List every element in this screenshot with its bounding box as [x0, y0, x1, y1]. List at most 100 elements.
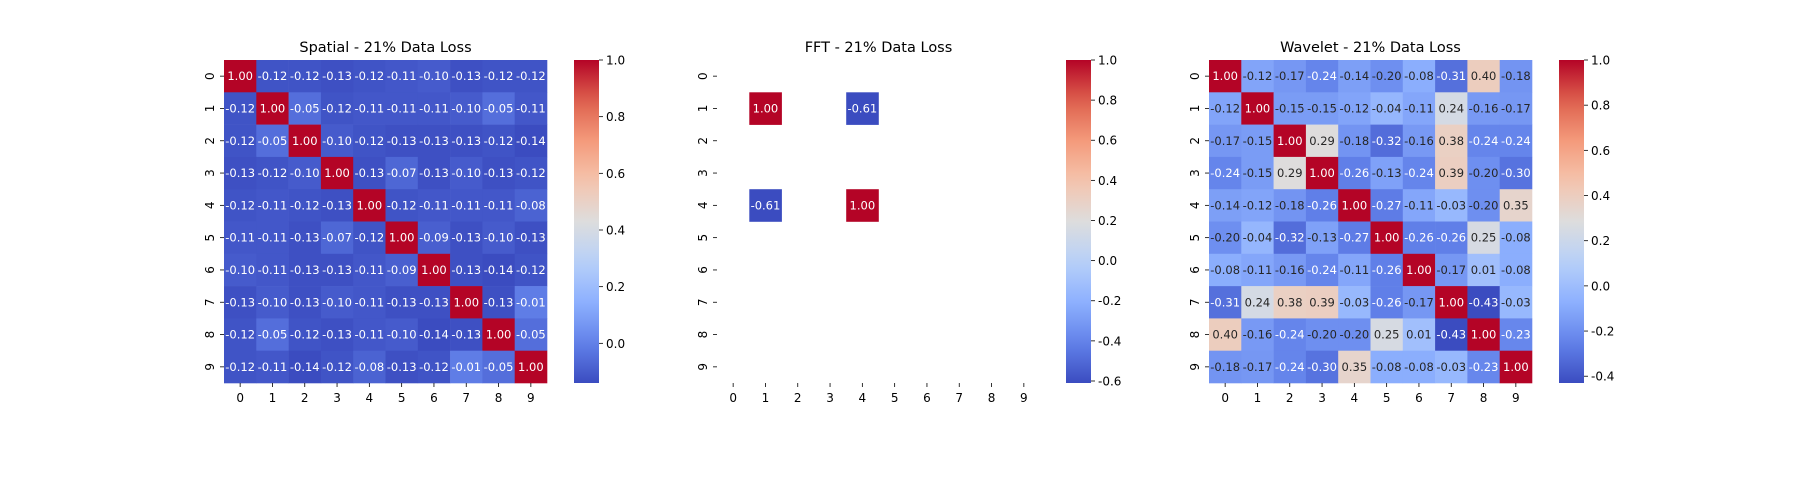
y-tick-label: 6 — [1188, 266, 1202, 274]
cell-value-label: -0.24 — [1275, 360, 1305, 374]
cell-value-label: -0.20 — [1339, 328, 1369, 342]
heatmap-cell — [385, 60, 419, 93]
cell-value-label: -0.07 — [387, 166, 417, 180]
chart-title: Wavelet - 21% Data Loss — [1280, 40, 1461, 56]
colorbar-tick-label: 0.0 — [1098, 254, 1117, 268]
cell-value-label: -0.13 — [322, 263, 352, 277]
heatmap-cell — [450, 253, 483, 287]
x-tick-label: 5 — [398, 391, 406, 405]
y-tick-label: 5 — [696, 234, 710, 242]
x-tick-label: 0 — [236, 391, 244, 405]
cell-value-label: -0.14 — [516, 134, 546, 148]
cell-value-label: -0.11 — [258, 360, 288, 374]
cell-value-label: -0.17 — [1404, 295, 1434, 309]
cell-value-label: -0.26 — [1436, 231, 1466, 245]
heatmap-cell — [1435, 156, 1468, 190]
cell-value-label: 0.39 — [1438, 166, 1464, 180]
heatmap-cell — [1273, 124, 1307, 158]
heatmap-cell — [482, 221, 515, 255]
heatmap-cell — [1273, 286, 1307, 319]
heatmap-cell — [1241, 286, 1274, 319]
colorbar-tick-label: 0.6 — [606, 167, 625, 181]
cell-value-label: 1.00 — [453, 295, 479, 309]
heatmap-cell — [1499, 350, 1533, 384]
cell-value-label: -0.61 — [847, 101, 877, 115]
y-tick-label: 3 — [1188, 169, 1202, 177]
cell-value-label: -0.12 — [225, 198, 255, 212]
heatmap-cell — [482, 189, 515, 222]
cell-value-label: -0.11 — [1243, 263, 1273, 277]
x-tick-label: 0 — [1221, 391, 1229, 405]
heatmap-cell — [385, 221, 419, 255]
heatmap-cell — [1499, 92, 1533, 125]
cell-value-label: -0.10 — [225, 263, 255, 277]
heatmap-cell — [1305, 221, 1339, 255]
cell-value-label: -0.12 — [354, 231, 384, 245]
colorbar-tick-label: -0.6 — [1098, 374, 1121, 388]
cell-value-label: -0.01 — [516, 295, 546, 309]
heatmap-cell — [1370, 286, 1404, 319]
cell-value-label: 1.00 — [850, 198, 876, 212]
cell-value-label: 1.00 — [357, 198, 383, 212]
x-tick-label: 6 — [1415, 391, 1423, 405]
colorbar-tick-label: 1.0 — [1098, 54, 1117, 68]
heatmap-cell — [1209, 350, 1242, 384]
heatmap-cell — [1209, 156, 1242, 190]
cell-value-label: -0.13 — [419, 295, 449, 309]
cell-value-label: -0.12 — [1243, 198, 1273, 212]
heatmap-cell — [353, 156, 386, 190]
cell-value-label: -0.10 — [419, 69, 449, 83]
colorbar-tick-label: 0.4 — [1098, 174, 1117, 188]
cell-value-label: -0.13 — [451, 231, 481, 245]
cell-value-label: -0.05 — [258, 328, 288, 342]
heatmap-cell — [482, 156, 515, 190]
heatmap-cell — [1209, 124, 1242, 158]
heatmap-cell — [1370, 124, 1404, 158]
heatmap-cell — [224, 156, 257, 190]
heatmap-cell — [1273, 60, 1307, 93]
heatmap-cell — [514, 286, 548, 319]
heatmap-cell — [353, 124, 386, 158]
x-tick-label: 8 — [1480, 391, 1488, 405]
cell-value-label: 1.00 — [1342, 198, 1368, 212]
cell-value-label: -0.24 — [1275, 328, 1305, 342]
cell-value-label: -0.16 — [1275, 263, 1305, 277]
heatmap-cell — [482, 318, 515, 351]
heatmap-cell — [320, 221, 354, 255]
heatmap-cell — [288, 350, 322, 384]
cell-value-label: -0.27 — [1339, 231, 1369, 245]
cell-value-label: -0.12 — [516, 263, 546, 277]
heatmap-cell — [353, 253, 386, 287]
y-tick-label: 7 — [696, 298, 710, 306]
cell-value-label: -0.15 — [1243, 166, 1273, 180]
y-tick-label: 7 — [1188, 298, 1202, 306]
heatmap-cell — [1435, 92, 1468, 125]
colorbar — [574, 60, 599, 383]
heatmap-cell — [514, 253, 548, 287]
cell-value-label: -0.13 — [419, 166, 449, 180]
cell-value-label: -0.13 — [1372, 166, 1402, 180]
heatmap-cell — [1305, 60, 1339, 93]
heatmap-cell — [288, 92, 322, 125]
heatmap-cell — [1305, 350, 1339, 384]
cell-value-label: -0.14 — [484, 263, 514, 277]
heatmap-cell — [224, 318, 257, 351]
heatmap-cell — [385, 189, 419, 222]
heatmap-cell — [1209, 189, 1242, 222]
heatmap-cell — [1467, 350, 1500, 384]
heatmap-cell — [1338, 253, 1371, 287]
colorbar-tick-label: 0.2 — [1591, 234, 1610, 248]
x-tick-label: 8 — [988, 391, 996, 405]
heatmap-cell — [417, 350, 451, 384]
cell-value-label: -0.43 — [1436, 328, 1466, 342]
cell-value-label: 1.00 — [421, 263, 447, 277]
x-tick-label: 4 — [859, 391, 867, 405]
x-tick-label: 2 — [301, 391, 309, 405]
cell-value-label: -0.11 — [484, 198, 514, 212]
cell-value-label: -0.13 — [225, 166, 255, 180]
heatmap-cell — [353, 350, 386, 384]
y-tick-label: 5 — [1188, 234, 1202, 242]
heatmap-cell — [417, 156, 451, 190]
y-tick-label: 1 — [696, 105, 710, 113]
heatmap-cell — [288, 286, 322, 319]
